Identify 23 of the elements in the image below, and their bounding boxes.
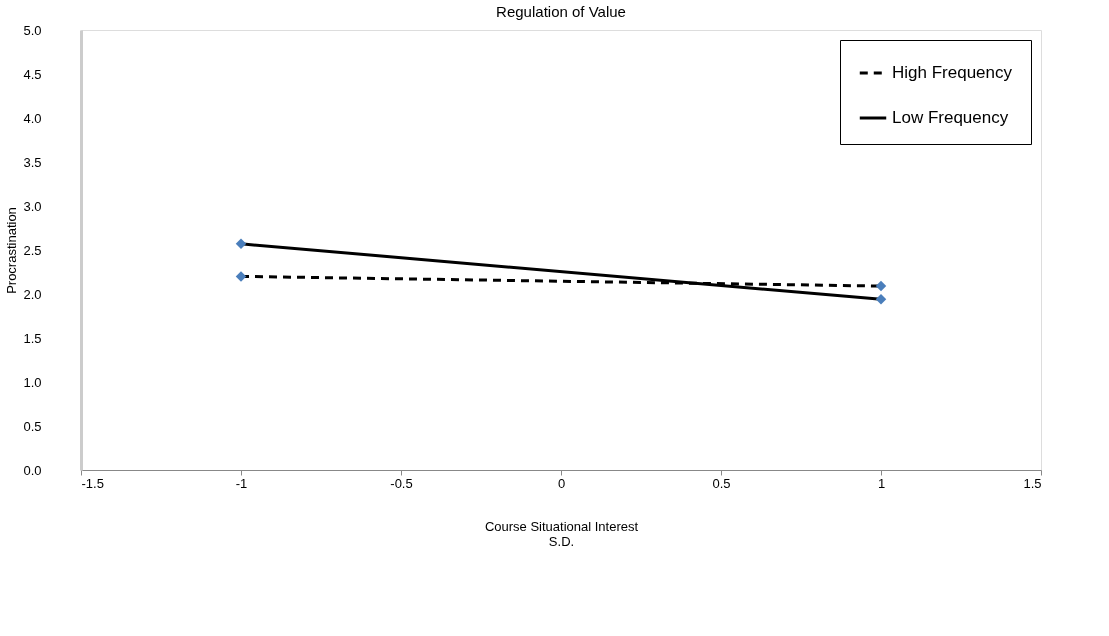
y-tick-label: 0.0 — [23, 462, 42, 478]
x-tick-label: 0.5 — [712, 475, 731, 491]
y-tick-label: 2.5 — [23, 242, 42, 258]
y-tick-label: 0.5 — [23, 418, 42, 434]
x-tick-label: 1 — [877, 475, 886, 491]
x-tick-label: -0.5 — [390, 475, 413, 491]
chart-title: Regulation of Value — [496, 3, 626, 20]
y-tick-label: 4.5 — [23, 66, 42, 82]
x-tick-label: -1.5 — [81, 475, 104, 491]
y-axis-title: Procrastination — [4, 207, 20, 294]
x-tick-label: -1 — [235, 475, 248, 491]
x-tick-label: 0 — [557, 475, 566, 491]
y-tick-label: 3.0 — [23, 198, 42, 214]
y-tick-label: 1.0 — [23, 374, 42, 390]
legend-label: High Frequency — [892, 63, 1013, 82]
y-tick-label: 4.0 — [23, 110, 42, 126]
legend-label: Low Frequency — [892, 108, 1009, 127]
y-tick-label: 3.5 — [23, 154, 42, 170]
x-tick-label: 1.5 — [1023, 475, 1042, 491]
y-tick-label: 2.0 — [23, 286, 42, 302]
x-axis-title: Course Situational Interest S.D. — [484, 518, 639, 549]
y-tick-label: 5.0 — [23, 22, 42, 38]
y-tick-label: 1.5 — [23, 330, 42, 346]
